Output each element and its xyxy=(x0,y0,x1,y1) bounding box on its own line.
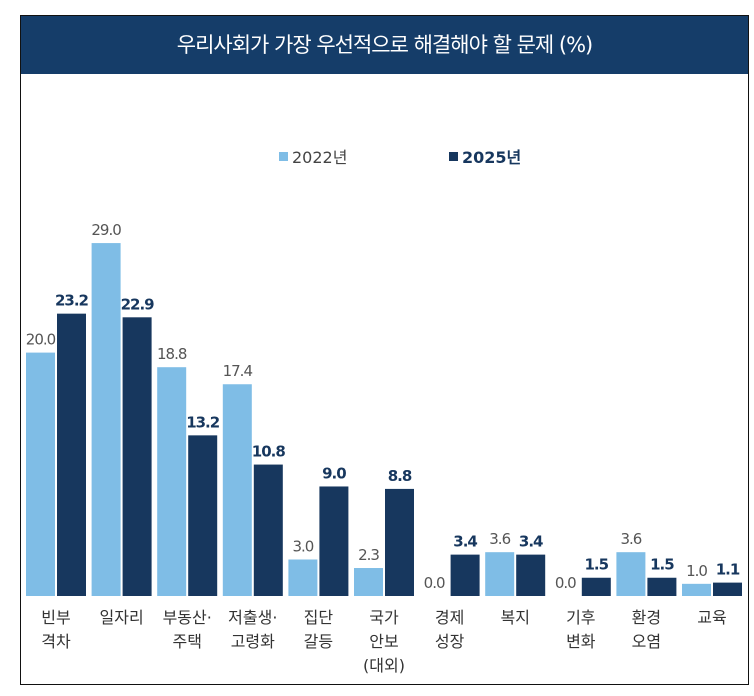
category-label: 안보 xyxy=(369,632,398,651)
category-label: 변화 xyxy=(566,632,596,651)
value-label: 3.0 xyxy=(292,537,313,555)
bar-2025 xyxy=(57,313,86,596)
bar-2022 xyxy=(26,352,55,596)
value-label: 22.9 xyxy=(121,295,155,313)
bar-2025 xyxy=(516,554,546,596)
value-label: 20.0 xyxy=(26,331,56,349)
bar-2025 xyxy=(581,577,611,596)
bar-2025 xyxy=(253,464,283,596)
legend-label: 2025년 xyxy=(462,148,522,167)
category-label: 저출생· xyxy=(228,608,277,627)
category-label: 주택 xyxy=(172,632,201,651)
bar-2022 xyxy=(157,367,187,596)
value-label: 3.4 xyxy=(453,533,477,551)
value-label: 17.4 xyxy=(223,362,253,380)
bar-2025 xyxy=(122,317,152,596)
legend-label: 2022년 xyxy=(292,148,348,167)
value-label: 1.5 xyxy=(650,556,674,574)
legend-item-2025: 2025년 xyxy=(449,144,521,168)
category-label: 빈부 xyxy=(41,608,70,627)
value-label: 3.4 xyxy=(519,533,543,551)
bar-2025 xyxy=(647,577,677,596)
category-label: 기후 xyxy=(566,608,595,627)
value-label: 3.6 xyxy=(489,530,510,548)
bar-2025 xyxy=(319,486,349,596)
value-label: 3.6 xyxy=(620,530,641,548)
legend-item-2022: 2022년 xyxy=(279,144,347,168)
value-label: 23.2 xyxy=(55,292,89,310)
category-label: 오염 xyxy=(632,632,661,651)
value-label: 2.3 xyxy=(358,546,379,564)
bar-2025 xyxy=(713,582,742,596)
bar-2025 xyxy=(188,435,218,596)
category-label: 복지 xyxy=(500,608,529,627)
bar-2022 xyxy=(222,384,252,596)
legend-swatch-2025 xyxy=(449,151,458,161)
value-label: 1.0 xyxy=(686,562,707,580)
bar-2022 xyxy=(682,583,711,596)
chart-title: 우리사회가 가장 우선적으로 해결해야 할 문제 (%) xyxy=(21,16,748,74)
bar-2022 xyxy=(485,552,515,596)
category-label: 집단 xyxy=(304,608,334,627)
value-label: 1.1 xyxy=(716,561,740,579)
category-label: 경제 xyxy=(435,608,464,627)
category-label: 일자리 xyxy=(100,608,144,627)
bar-2022 xyxy=(354,568,383,596)
bar-2022 xyxy=(288,559,318,596)
category-label: (대외) xyxy=(363,656,405,675)
category-label: 국가 xyxy=(369,608,399,627)
value-label: 1.5 xyxy=(585,556,609,574)
bar-2022 xyxy=(91,243,121,596)
category-label: 교육 xyxy=(697,608,726,627)
value-label: 9.0 xyxy=(322,464,346,482)
bar-2022 xyxy=(616,552,646,596)
category-label: 격차 xyxy=(41,632,71,651)
category-label: 고령화 xyxy=(231,632,275,651)
bar-2025 xyxy=(385,488,414,596)
bar-2025 xyxy=(450,554,480,596)
value-label: 18.8 xyxy=(157,345,187,363)
value-label: 0.0 xyxy=(424,574,445,592)
category-label: 갈등 xyxy=(304,632,333,651)
legend: 2022년 2025년 xyxy=(21,144,748,168)
value-label: 13.2 xyxy=(186,413,220,431)
value-label: 29.0 xyxy=(91,221,121,239)
category-label: 환경 xyxy=(632,608,661,627)
value-label: 0.0 xyxy=(555,574,576,592)
legend-swatch-2022 xyxy=(279,151,288,161)
category-label: 성장 xyxy=(435,632,465,651)
value-label: 10.8 xyxy=(252,443,286,461)
category-label: 부동산· xyxy=(163,608,212,627)
value-label: 8.8 xyxy=(388,467,412,485)
chart-frame: 우리사회가 가장 우선적으로 해결해야 할 문제 (%) 2022년 2025년 xyxy=(20,15,749,685)
